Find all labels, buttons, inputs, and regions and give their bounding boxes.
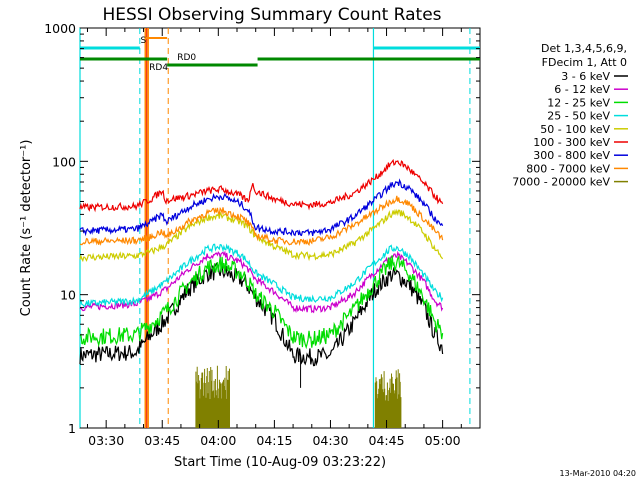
attenuator-flags: S RD0 RD4: [80, 36, 480, 73]
axis-ticks: 03:30 03:45 04:00 04:15 04:30 04:45 05:00 1 10 10…: [44, 21, 481, 448]
footer-date: 13-Mar-2010 04:20: [560, 469, 637, 478]
series-line-2: [79, 255, 444, 350]
x-tick-label-4: 04:30: [312, 433, 348, 448]
series-line-6: [79, 178, 444, 237]
x-tick-label-0: 03:30: [88, 433, 124, 448]
flag-label-rd0: RD0: [177, 53, 196, 63]
burst-8-0: [195, 365, 230, 428]
legend-label-6: 300 - 800 keV: [533, 149, 610, 162]
y-tick-label-0: 1: [68, 421, 76, 436]
y-axis-label: Count Rate (s⁻¹ detector⁻¹): [19, 140, 34, 317]
x-tick-label-2: 04:00: [200, 433, 236, 448]
chart-title: HESSI Observing Summary Count Rates: [102, 5, 441, 25]
y-tick-label-3: 1000: [44, 21, 76, 36]
flag-label-rd4: RD4: [149, 63, 168, 73]
legend-header-line-2: FDecim 1, Att 0: [542, 56, 627, 69]
burst-8-1: [374, 369, 402, 428]
x-tick-label-3: 04:15: [256, 433, 292, 448]
legend-label-8: 7000 - 20000 keV: [512, 176, 610, 189]
series-line-5: [79, 158, 444, 213]
series-lines: [79, 158, 444, 428]
legend-label-0: 3 - 6 keV: [561, 70, 610, 83]
y-tick-label-2: 100: [52, 154, 76, 169]
x-axis-label: Start Time (10-Aug-09 03:23:22): [174, 455, 386, 470]
legend-label-4: 50 - 100 keV: [540, 123, 610, 136]
legend-label-2: 12 - 25 keV: [547, 96, 610, 109]
x-tick-label-5: 04:45: [369, 433, 405, 448]
legend-label-7: 800 - 7000 keV: [526, 162, 610, 175]
x-tick-label-6: 05:00: [425, 433, 461, 448]
x-tick-label-1: 03:45: [144, 433, 180, 448]
legend-label-5: 100 - 300 keV: [533, 136, 610, 149]
series-line-7: [79, 195, 444, 247]
y-tick-label-1: 10: [60, 288, 76, 303]
legend-label-3: 25 - 50 keV: [547, 110, 610, 123]
legend-label-1: 6 - 12 keV: [554, 83, 610, 96]
flag-label-s: S: [141, 36, 147, 46]
legend-header-line-1: Det 1,3,4,5,6,9,: [541, 42, 627, 55]
series-line-3: [79, 243, 444, 308]
series-line-0: [79, 262, 444, 367]
series-line-4: [79, 208, 444, 263]
